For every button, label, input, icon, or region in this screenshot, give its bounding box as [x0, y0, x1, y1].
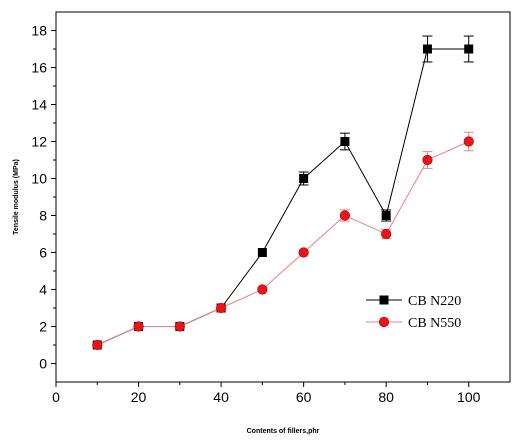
- y-tick-label: 10: [31, 171, 47, 187]
- data-point-square: [340, 137, 350, 146]
- x-axis-title: Contents of fillers,phr: [247, 428, 320, 435]
- data-point-circle: [463, 136, 474, 147]
- x-tick-label: 80: [378, 389, 394, 405]
- legend-label: CB N550: [408, 316, 461, 331]
- series-line: [97, 141, 469, 346]
- y-tick-label: 12: [31, 134, 47, 150]
- data-point-circle: [92, 339, 103, 351]
- y-tick-label: 4: [39, 282, 47, 298]
- y-tick-label: 14: [31, 97, 47, 113]
- x-tick-label: 100: [457, 389, 481, 405]
- x-tick-label: 20: [131, 389, 147, 405]
- data-point-square: [257, 248, 267, 257]
- x-axis-ticks: 0 20 40 60 80 100: [52, 382, 481, 405]
- series-1: [92, 131, 474, 351]
- y-tick-label: 18: [31, 23, 47, 39]
- data-point-circle: [422, 154, 433, 166]
- y-tick-label: 16: [31, 60, 47, 76]
- data-point-circle: [133, 321, 144, 332]
- data-point-circle: [257, 284, 268, 295]
- data-point-square: [381, 211, 391, 220]
- y-tick-label: 2: [39, 319, 47, 335]
- y-axis-title: Tensile modulus (MPa): [13, 159, 20, 235]
- legend-marker-square: [379, 295, 389, 305]
- legend-marker-circle: [378, 316, 390, 328]
- data-point-circle: [381, 228, 392, 240]
- data-point-square: [299, 174, 309, 183]
- legend-label: CB N220: [408, 294, 461, 309]
- y-tick-label: 0: [39, 356, 47, 372]
- data-point-circle: [215, 302, 227, 314]
- data-point-square: [464, 44, 474, 54]
- series-layer: [92, 35, 474, 351]
- y-tick-label: 6: [39, 245, 47, 261]
- data-point-circle: [174, 321, 185, 332]
- x-tick-label: 40: [213, 389, 229, 405]
- legend: CB N220 CB N550: [366, 294, 461, 331]
- data-point-circle: [298, 247, 309, 258]
- x-tick-label: 60: [296, 389, 312, 405]
- data-point-circle: [339, 210, 351, 221]
- y-axis-ticks: 0 2 4 6 8 10 12 14 16 18: [31, 23, 56, 372]
- y-tick-label: 8: [39, 208, 47, 224]
- x-tick-label: 0: [52, 389, 60, 405]
- data-point-square: [422, 44, 432, 54]
